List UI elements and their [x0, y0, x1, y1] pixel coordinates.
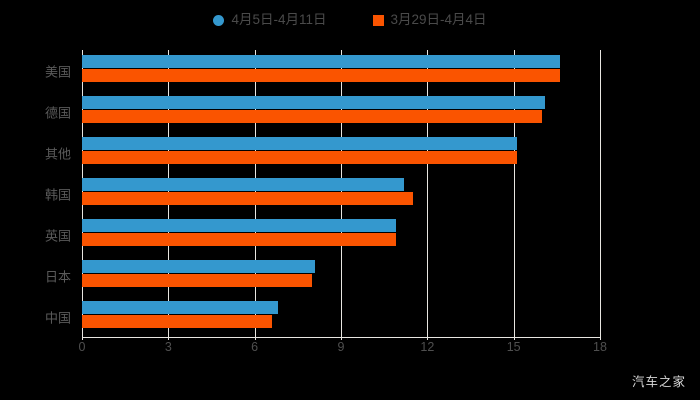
x-axis-tick-mark — [168, 336, 170, 340]
x-axis-tick-label: 12 — [420, 340, 435, 354]
bar-series-b[interactable] — [82, 274, 313, 287]
square-marker-icon — [372, 14, 384, 26]
x-axis-ticks: 0 3 6 9 12 15 18 — [78, 336, 607, 360]
x-axis-tick-label: 18 — [593, 340, 607, 354]
bar-series-b[interactable] — [82, 69, 560, 82]
y-axis-label: 德国 — [44, 105, 71, 120]
gridline — [427, 50, 429, 337]
y-axis-label: 其他 — [44, 146, 71, 161]
y-axis-label: 英国 — [44, 228, 71, 243]
legend-label-series-a: 4月5日-4月11日 — [231, 12, 327, 28]
bar-series-b[interactable] — [82, 151, 517, 164]
legend-entry-series-a[interactable]: 4月5日-4月11日 — [213, 12, 327, 28]
x-axis-tick-mark — [600, 336, 601, 340]
plot-area: 美国德国其他韩国英国日本中国 — [45, 50, 601, 337]
bar-series-a[interactable] — [82, 178, 405, 191]
x-axis-tick-label: 9 — [337, 340, 345, 354]
bar-series-b[interactable] — [82, 192, 413, 205]
y-axis-label: 韩国 — [44, 187, 71, 202]
chart-row: 日本 — [45, 255, 600, 296]
bar-series-a[interactable] — [82, 260, 316, 273]
x-axis-tick-mark — [427, 336, 429, 340]
x-axis-tick-label: 6 — [251, 340, 259, 354]
x-axis-tick-mark — [82, 336, 83, 340]
legend-entry-series-b[interactable]: 3月29日-4月4日 — [372, 12, 487, 28]
chart-row: 韩国 — [45, 173, 600, 214]
chart-row: 其他 — [45, 132, 600, 173]
bar-series-b[interactable] — [82, 233, 396, 246]
circle-marker-icon — [213, 14, 225, 26]
bar-series-b[interactable] — [82, 110, 543, 123]
chart-row: 美国 — [45, 50, 600, 91]
x-axis-tick-label: 15 — [506, 340, 521, 354]
bar-series-b[interactable] — [82, 315, 272, 328]
chart-row: 中国 — [45, 296, 600, 337]
y-axis-label: 中国 — [44, 310, 71, 325]
bar-series-a[interactable] — [82, 219, 396, 232]
legend-label-series-b: 3月29日-4月4日 — [390, 12, 487, 28]
chart-row: 德国 — [45, 91, 600, 132]
x-axis-tick-mark — [254, 336, 256, 340]
y-axis-label: 日本 — [44, 269, 71, 284]
gridline — [513, 50, 515, 337]
chart-legend: 4月5日-4月11日 3月29日-4月4日 — [0, 8, 700, 32]
chart-row: 英国 — [45, 214, 600, 255]
bar-series-a[interactable] — [82, 301, 278, 314]
x-axis-tick-label: 3 — [164, 340, 172, 354]
bar-series-a[interactable] — [82, 55, 560, 68]
x-axis-tick-mark — [513, 336, 515, 340]
gridline — [600, 50, 601, 337]
bar-series-a[interactable] — [82, 96, 546, 109]
y-axis-label: 美国 — [44, 64, 71, 79]
x-axis-tick-label: 0 — [78, 340, 86, 354]
x-axis-tick-mark — [341, 336, 342, 340]
watermark: 汽车之家 — [631, 375, 686, 389]
bar-series-a[interactable] — [82, 137, 517, 150]
